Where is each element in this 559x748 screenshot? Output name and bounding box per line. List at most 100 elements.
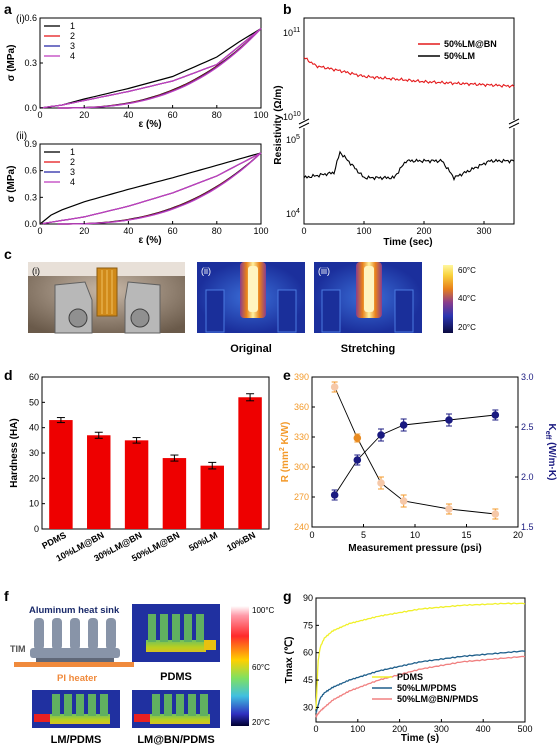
- x-tick-label: 300: [476, 226, 491, 236]
- subpanel-label: (ii): [16, 131, 27, 142]
- y-tick-label: 75: [303, 620, 313, 630]
- bar-50LM: [200, 465, 224, 529]
- y-tick-label: 0.0: [24, 219, 37, 229]
- chart-a-ii: (ii) 0 20 40 60 80 100 0.0 0.3 0.6 0.9 σ (MPa) ε …: [6, 131, 269, 246]
- data-point: [353, 434, 362, 442]
- tick-group: 0 20 40 60 80 100 0.0 0.3 0.6: [24, 13, 268, 120]
- x-axis-label: Time (s): [401, 733, 439, 744]
- panel-letter-e: e: [283, 367, 291, 383]
- chart-e: 0 5 10 15 20 240 270 300 330 360 390 1.5 2.0 2.5 3.0 R…: [279, 372, 557, 554]
- legend-label: 4: [70, 177, 75, 187]
- y-tick-label: 0.3: [24, 58, 37, 68]
- x-tick-label: 300: [434, 724, 449, 734]
- y-tick-label: 30: [29, 448, 39, 458]
- y-tick-label: 0.6: [24, 166, 37, 176]
- thermal-image-original: (ii): [197, 262, 305, 333]
- tick-group: 0 100 200 300: [301, 221, 492, 236]
- y-tick-label: 10: [29, 499, 39, 509]
- series-line-4: [39, 28, 262, 109]
- x-tick-label: 60: [168, 226, 178, 236]
- subpanel-label: (ii): [201, 266, 211, 276]
- scale-label-min: 20°C: [458, 323, 476, 332]
- panel-letter-a: a: [4, 1, 12, 17]
- bar-50LMBN: [162, 458, 187, 529]
- x-tick-label: 5: [361, 530, 366, 540]
- color-scale-bar: [231, 606, 249, 726]
- x-axis-label: Measurement pressure (psi): [348, 543, 481, 554]
- series-group: [330, 381, 500, 520]
- data-point: [330, 491, 339, 499]
- chart-g: 0 100 200 300 400 500 30 45 60 75 90 Tmax (℃) Time…: [284, 593, 533, 744]
- y-tick-label-left: 240: [294, 522, 309, 532]
- data-point: [445, 416, 453, 424]
- plot-frame: [41, 376, 270, 530]
- series-group: [303, 57, 515, 182]
- y-tick-label-right: 3.0: [521, 372, 534, 382]
- legend-label: 1: [70, 21, 75, 31]
- series-line-2: [315, 655, 526, 718]
- series-line-50lm: [303, 150, 515, 182]
- label-tim: TIM: [10, 644, 26, 654]
- caption-original: Original: [230, 343, 272, 355]
- legend-label: PDMS: [397, 672, 423, 682]
- x-tick-label: 500: [517, 724, 532, 734]
- y-tick-label: 90: [303, 593, 313, 603]
- y-axis-label-right: Keff (W/m·K): [544, 424, 557, 481]
- y-axis-label: Hardness (HA): [9, 418, 20, 487]
- y-tick-label-left: 330: [294, 432, 309, 442]
- data-point: [353, 456, 362, 464]
- legend-label: 3: [70, 41, 75, 51]
- x-tick-label: 80: [212, 110, 222, 120]
- data-point: [491, 510, 500, 518]
- x-tick-label: 100: [253, 226, 268, 236]
- series-line-right: [334, 414, 496, 496]
- y-axis-label: Resistivity (Ω/m): [273, 85, 284, 164]
- y-tick-label-right: 2.5: [521, 422, 534, 432]
- legend-label: 50%LM@BN: [444, 39, 497, 49]
- x-tick-label: 0: [313, 724, 318, 734]
- subpanel-label: (i): [32, 266, 40, 276]
- y-tick-label: 0.3: [24, 192, 37, 202]
- legend-label: 4: [70, 51, 75, 61]
- x-tick-label: 200: [416, 226, 431, 236]
- y-tick-label: 0.0: [24, 103, 37, 113]
- legend-label: 3: [70, 167, 75, 177]
- x-tick-label: 100: [253, 110, 268, 120]
- thermal-image-stretching: (iii): [314, 262, 422, 333]
- x-tick-label: 20: [79, 226, 89, 236]
- x-tick-label: 100: [356, 226, 371, 236]
- label-pi-heater: PI heater: [57, 673, 97, 684]
- legend-label: 50%LM: [444, 51, 475, 61]
- label-aluminum-heat-sink: Aluminum heat sink: [29, 605, 120, 616]
- x-tick-label: 100: [350, 724, 365, 734]
- series-line-4: [39, 152, 262, 225]
- y-tick-label: 40: [29, 423, 39, 433]
- data-point: [377, 431, 385, 439]
- x-tick-label: 200: [392, 724, 407, 734]
- chart-b: 0 100 200 300 1011 1010 105 104 Resistivity…: [273, 17, 520, 248]
- x-axis-label: ε (%): [138, 119, 161, 130]
- panel-letter-f: f: [4, 588, 9, 604]
- x-tick-label: 40: [123, 226, 133, 236]
- y-axis-label: Tmax (℃): [284, 637, 295, 684]
- legend-label: 2: [70, 157, 75, 167]
- y-tick-label: 60: [303, 648, 313, 658]
- legend-label: 2: [70, 31, 75, 41]
- plot-frame: [315, 597, 526, 723]
- thermal-image-lmbn-pdms: LM@BN/PDMS: [132, 690, 220, 746]
- panel-letter-c: c: [4, 246, 12, 262]
- bar-10BN: [238, 397, 262, 529]
- y-tick-label: 0.9: [24, 139, 37, 149]
- tick-group: 0 20 40 60 80 100 0.0 0.3 0.6 0.9: [24, 139, 268, 236]
- panel-letter-b: b: [283, 1, 292, 17]
- y-tick-label: 1010: [283, 111, 301, 122]
- series-group: [39, 152, 262, 225]
- caption-lm-pdms: LM/PDMS: [51, 734, 102, 746]
- caption-stretching: Stretching: [341, 343, 395, 355]
- x-category-label: 50%LM: [187, 530, 219, 553]
- legend-label: 1: [70, 147, 75, 157]
